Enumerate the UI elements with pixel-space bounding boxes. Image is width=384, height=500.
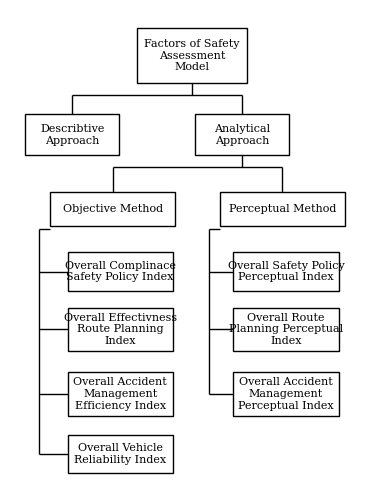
FancyBboxPatch shape: [233, 372, 339, 416]
FancyBboxPatch shape: [137, 28, 247, 83]
Text: Overall Safety Policy
Perceptual Index: Overall Safety Policy Perceptual Index: [228, 261, 344, 282]
Text: Analytical
Approach: Analytical Approach: [214, 124, 270, 146]
FancyBboxPatch shape: [68, 308, 173, 351]
FancyBboxPatch shape: [233, 308, 339, 351]
Text: Overall Accident
Management
Perceptual Index: Overall Accident Management Perceptual I…: [238, 378, 334, 410]
Text: Overall Accident
Management
Efficiency Index: Overall Accident Management Efficiency I…: [73, 378, 167, 410]
FancyBboxPatch shape: [25, 114, 119, 155]
FancyBboxPatch shape: [233, 252, 339, 291]
FancyBboxPatch shape: [195, 114, 289, 155]
Text: Overall Vehicle
Reliability Index: Overall Vehicle Reliability Index: [74, 443, 166, 465]
Text: Factors of Safety
Assessment
Model: Factors of Safety Assessment Model: [144, 39, 240, 72]
Text: Overall Complinace
Safety Policy Index: Overall Complinace Safety Policy Index: [65, 261, 175, 282]
Text: Perceptual Method: Perceptual Method: [228, 204, 336, 214]
Text: Objective Method: Objective Method: [63, 204, 163, 214]
Text: Describtive
Approach: Describtive Approach: [40, 124, 104, 146]
FancyBboxPatch shape: [68, 372, 173, 416]
FancyBboxPatch shape: [220, 192, 345, 226]
Text: Overall Effectivness
Route Planning
Index: Overall Effectivness Route Planning Inde…: [64, 312, 177, 346]
FancyBboxPatch shape: [50, 192, 175, 226]
Text: Overall Route
Planning Perceptual
Index: Overall Route Planning Perceptual Index: [229, 312, 343, 346]
FancyBboxPatch shape: [68, 252, 173, 291]
FancyBboxPatch shape: [68, 435, 173, 473]
